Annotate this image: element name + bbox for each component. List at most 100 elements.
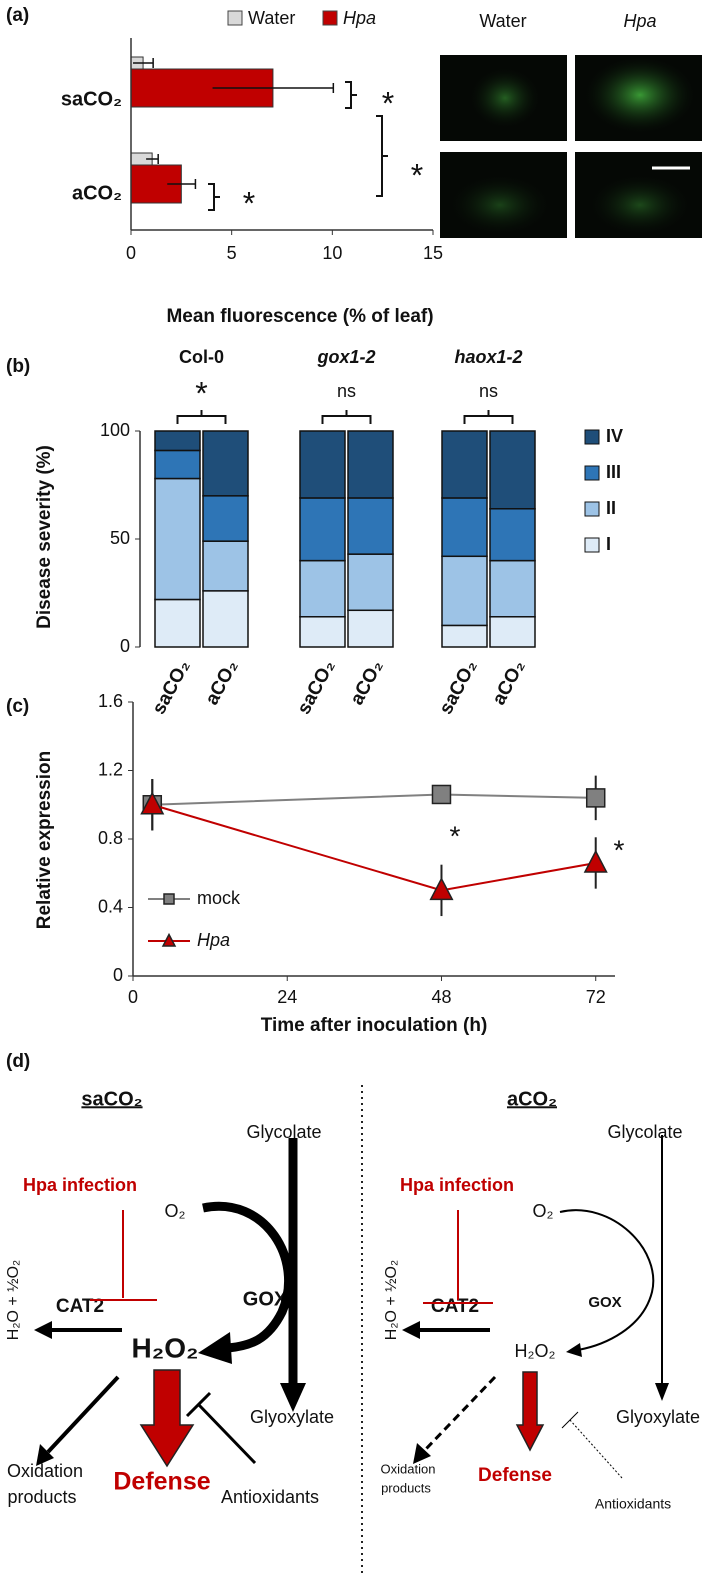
node-label: CAT2 (56, 1296, 104, 1317)
arrow (202, 1201, 294, 1353)
bar-segment (441, 497, 488, 558)
node-label: H₂O₂ (515, 1341, 556, 1361)
legend-label: Water (248, 8, 295, 28)
arrowhead (36, 1444, 54, 1466)
x-tick-label: 48 (431, 987, 451, 1007)
x-axis-label: Mean fluorescence (% of leaf) (166, 306, 433, 327)
legend-swatch (322, 10, 338, 26)
legend-swatch (584, 465, 600, 481)
arrow (559, 1209, 655, 1351)
line (152, 793, 596, 806)
bar-segment (489, 508, 536, 562)
node-label: products (381, 1480, 431, 1495)
bracket (463, 410, 514, 424)
node-label: Defense (478, 1465, 552, 1486)
significance: * (382, 85, 394, 121)
x-tick-label: 0 (128, 987, 138, 1007)
x-tick-label: aCO₂ (488, 657, 529, 709)
bar-segment (347, 609, 394, 648)
x-tick-label: aCO₂ (346, 657, 387, 709)
y-tick-label: aCO₂ (72, 182, 122, 204)
bar-segment (441, 555, 488, 627)
legend-label: Hpa (197, 930, 230, 950)
x-tick-label: 24 (277, 987, 297, 1007)
node-label: Defense (113, 1468, 210, 1496)
arrow (46, 1375, 120, 1454)
y-tick-label: 0 (113, 965, 123, 985)
x-tick-label: saCO₂ (436, 657, 482, 718)
bar-segment (154, 598, 201, 648)
bracket (376, 115, 388, 197)
legend-label: Hpa (343, 8, 376, 28)
image-glow (450, 175, 550, 235)
panel-label: (c) (6, 696, 29, 717)
significance: * (450, 820, 461, 851)
node-label: Oxidation (381, 1461, 436, 1476)
node-label: Antioxidants (595, 1496, 671, 1512)
bracket (321, 410, 372, 424)
marker (585, 788, 606, 808)
group-label: gox1-2 (316, 347, 375, 367)
x-tick-label: 0 (126, 243, 136, 263)
marker (140, 791, 165, 815)
node-label: O₂ (165, 1201, 186, 1221)
x-tick-label: 10 (322, 243, 342, 263)
bar-segment (154, 477, 201, 601)
y-axis-label: Relative expression (34, 751, 55, 929)
group-label: haox1-2 (454, 347, 522, 367)
arrowhead (402, 1321, 420, 1339)
error-bar (167, 179, 197, 189)
x-tick-label: aCO₂ (201, 657, 242, 709)
node-label: Glyoxylate (250, 1407, 334, 1427)
panel-label: (b) (6, 356, 30, 377)
significance: ns (337, 381, 356, 401)
image-glow (470, 68, 540, 128)
legend-label: II (606, 498, 616, 518)
legend-label: III (606, 462, 621, 482)
bar-segment (202, 540, 249, 592)
node-label: O₂ (533, 1201, 554, 1221)
panel-label: (a) (6, 5, 29, 26)
arrowhead (655, 1383, 669, 1401)
bar-segment (202, 495, 249, 542)
significance-brackets (208, 81, 388, 211)
bracket (345, 81, 357, 109)
bar-segment (202, 430, 249, 497)
condition-title: saCO₂ (81, 1088, 142, 1110)
legend-label: I (606, 534, 611, 554)
marker (429, 877, 454, 901)
bar-segment (441, 624, 488, 648)
y-tick-label: 1.6 (98, 691, 123, 711)
marker (431, 784, 452, 805)
node-label: H₂O₂ (132, 1332, 199, 1363)
arrowhead (280, 1383, 306, 1412)
node-label: products (7, 1487, 76, 1507)
y-tick-label: 0.8 (98, 828, 123, 848)
bar-segment (202, 590, 249, 648)
condition-title: aCO₂ (507, 1088, 557, 1110)
bar-segment (347, 553, 394, 612)
node-label: CAT2 (431, 1296, 479, 1317)
node-label: H₂O + ½O₂ (383, 1260, 400, 1340)
legend-label: IV (606, 426, 623, 446)
significance: * (614, 834, 625, 865)
bar-segment (489, 559, 536, 618)
y-tick-label: 50 (110, 528, 130, 548)
inhibition (197, 1403, 257, 1465)
error-bar (212, 83, 335, 93)
bar-segment (299, 559, 346, 618)
panel-label: (d) (6, 1051, 30, 1072)
image-label: Hpa (623, 11, 656, 31)
y-tick-label: 0 (120, 636, 130, 656)
node-label: H₂O + ½O₂ (5, 1260, 22, 1340)
micrographs (440, 55, 702, 238)
legend-swatch (227, 10, 243, 26)
arrow (423, 1375, 497, 1452)
diagram-left: saCO₂ Glycolate Hpa infection O₂ GOX CAT… (5, 1088, 334, 1506)
y-tick-label: 0.4 (98, 896, 123, 916)
bar-segment (299, 430, 346, 499)
image-glow (585, 57, 695, 133)
significance: * (195, 375, 207, 411)
x-tick-label: saCO₂ (294, 657, 340, 718)
x-axis-label: Time after inoculation (h) (261, 1015, 488, 1036)
